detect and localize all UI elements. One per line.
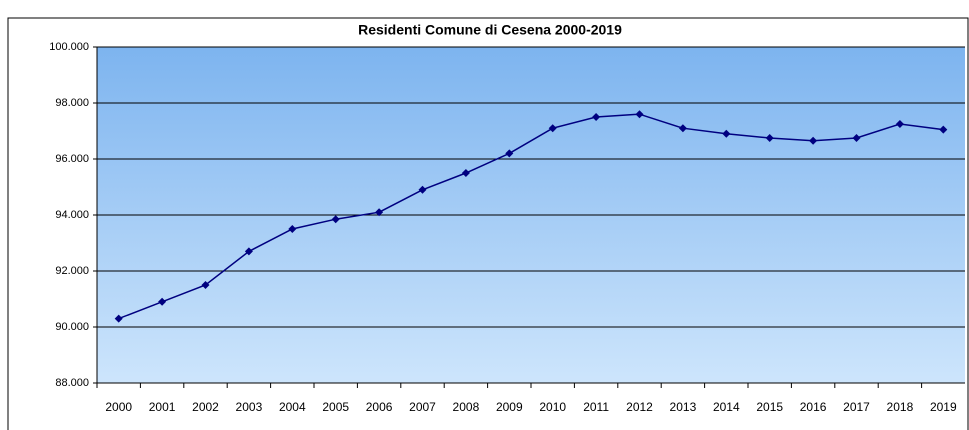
marker xyxy=(852,134,861,142)
x-tick-label: 2005 xyxy=(322,400,349,414)
marker xyxy=(635,110,644,119)
x-tick-label: 2017 xyxy=(843,400,870,414)
x-tick-label: 2003 xyxy=(236,400,263,414)
x-tick-label: 2013 xyxy=(670,400,697,414)
y-tick-label: 98.000 xyxy=(55,97,89,109)
marker xyxy=(765,134,774,142)
y-tick-label: 94.000 xyxy=(55,209,89,221)
y-tick-label: 96.000 xyxy=(55,153,89,165)
marker xyxy=(809,136,818,145)
x-tick-label: 2000 xyxy=(105,400,132,414)
x-tick-label: 2004 xyxy=(279,400,306,414)
marker xyxy=(895,120,904,128)
marker xyxy=(678,124,687,133)
marker xyxy=(158,297,167,306)
x-tick-label: 2008 xyxy=(453,400,480,414)
x-tick-label: 2016 xyxy=(800,400,827,414)
marker xyxy=(939,125,948,134)
x-tick-label: 2015 xyxy=(756,400,783,414)
x-tick-label: 2012 xyxy=(626,400,653,414)
x-tick-label: 2018 xyxy=(887,400,914,414)
x-tick-label: 2009 xyxy=(496,400,523,414)
marker xyxy=(201,281,210,289)
marker xyxy=(331,215,340,224)
x-tick-label: 2011 xyxy=(583,400,609,414)
x-tick-label: 2001 xyxy=(149,400,176,414)
x-tick-label: 2014 xyxy=(713,400,740,414)
marker xyxy=(375,208,384,217)
marker xyxy=(505,149,514,158)
marker xyxy=(722,129,731,138)
y-tick-label: 100.000 xyxy=(49,41,89,53)
y-tick-label: 92.000 xyxy=(55,265,89,277)
y-tick-label: 88.000 xyxy=(55,377,89,389)
line xyxy=(118,113,944,320)
x-tick-label: 2006 xyxy=(366,400,393,414)
marker xyxy=(548,124,557,133)
chart-title: Residenti Comune di Cesena 2000-2019 xyxy=(358,22,622,38)
y-tick-label: 90.000 xyxy=(55,321,89,333)
marker xyxy=(244,247,253,256)
x-tick-label: 2019 xyxy=(930,400,957,414)
marker xyxy=(418,185,427,194)
x-tick-label: 2010 xyxy=(539,400,566,414)
marker xyxy=(114,314,123,323)
marker xyxy=(592,113,601,121)
marker xyxy=(288,225,297,233)
x-tick-label: 2007 xyxy=(409,400,436,414)
x-tick-label: 2002 xyxy=(192,400,219,414)
marker xyxy=(461,169,470,177)
